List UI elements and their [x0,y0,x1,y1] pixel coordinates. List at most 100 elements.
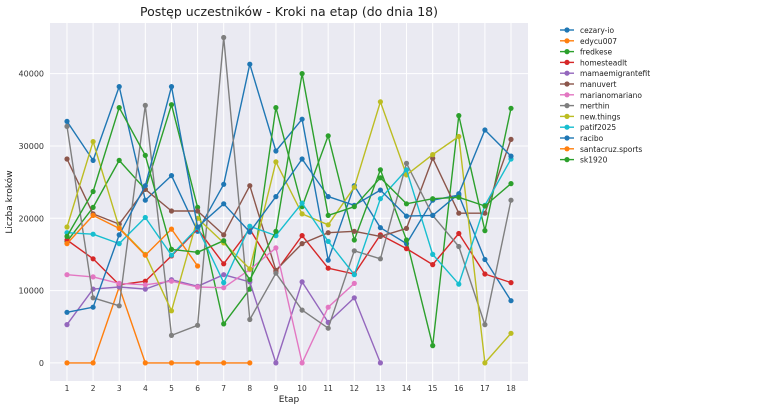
series-line [66,103,512,347]
data-point [247,360,253,366]
data-point [221,360,227,366]
data-point [273,228,279,234]
series-line [66,85,512,313]
data-point [90,295,96,301]
data-point [168,308,175,314]
data-point [482,228,488,234]
data-point [142,214,148,221]
data-point [456,281,462,287]
data-point [64,272,70,278]
legend-marker [564,103,570,109]
legend-label: fredkese [580,48,613,57]
y-tick-label: 20000 [19,214,44,223]
legend-item: marianomariano [560,91,642,100]
plot-background [50,23,528,381]
data-point [351,280,357,286]
data-point [299,233,305,239]
legend-label: marianomariano [580,91,642,100]
data-point [273,194,279,200]
legend-item: fredkese [560,48,613,57]
data-point [325,304,331,310]
data-point [168,360,175,366]
legend-label: new.things [580,112,620,121]
data-point [377,175,383,181]
data-point [64,118,70,124]
data-point [64,309,70,315]
data-point [299,307,305,313]
data-point [221,261,227,267]
data-point [142,282,148,288]
data-point [221,232,227,238]
legend-marker [564,157,570,163]
data-point [508,298,514,304]
data-point [377,225,383,231]
legend-marker [564,59,570,65]
data-point [456,191,462,197]
data-point [168,226,175,232]
data-point [456,243,462,250]
data-point [377,187,383,193]
series-line [66,158,512,285]
data-point [482,256,488,263]
y-tick-label: 30000 [19,142,44,151]
data-point [168,173,175,179]
legend-label: mamaemigrantefit [580,69,650,78]
data-point [142,278,148,284]
data-point [168,208,175,214]
data-point [403,213,410,219]
data-point [273,148,279,154]
data-point [377,167,383,173]
data-point [90,231,96,237]
x-tick-label: 6 [195,384,200,393]
data-point [247,266,253,272]
legend-item: mamaemigrantefit [560,69,650,78]
data-point [221,280,227,286]
legend-label: patif2025 [580,123,616,132]
data-point [64,224,70,230]
series-santacruz-sports [64,212,201,269]
data-point [508,330,514,336]
data-point [116,232,122,238]
data-point [508,136,514,142]
data-point [142,152,148,158]
data-point [456,113,462,119]
data-point [221,201,227,207]
data-point [273,105,279,111]
data-point [273,245,279,251]
data-point [195,360,201,366]
data-point [325,238,331,244]
data-point [142,286,148,292]
series-edycu007 [64,284,253,366]
data-point [430,343,436,349]
data-point [142,252,148,258]
series-line [66,247,355,364]
data-point [64,322,70,328]
legend-item: merthin [560,102,610,111]
legend-label: sk1920 [580,156,608,165]
legend-item: sk1920 [560,156,608,165]
series-racibo [64,84,514,315]
data-point [482,210,488,216]
data-point [482,360,488,366]
y-tick-label: 10000 [19,287,44,296]
data-point [351,228,357,234]
data-point [351,204,357,210]
data-point [195,263,201,269]
data-point [64,233,70,239]
data-point [403,246,410,252]
x-tick-label: 8 [247,384,252,393]
data-point [90,274,96,280]
x-tick-label: 1 [65,384,70,393]
data-point [325,257,331,263]
data-point [195,208,201,214]
data-point [325,133,331,139]
data-point [456,230,462,237]
x-tick-label: 7 [221,384,226,393]
data-point [403,237,410,243]
data-point [299,241,305,247]
data-point [456,210,462,216]
legend-marker [564,81,570,87]
data-point [116,303,122,309]
